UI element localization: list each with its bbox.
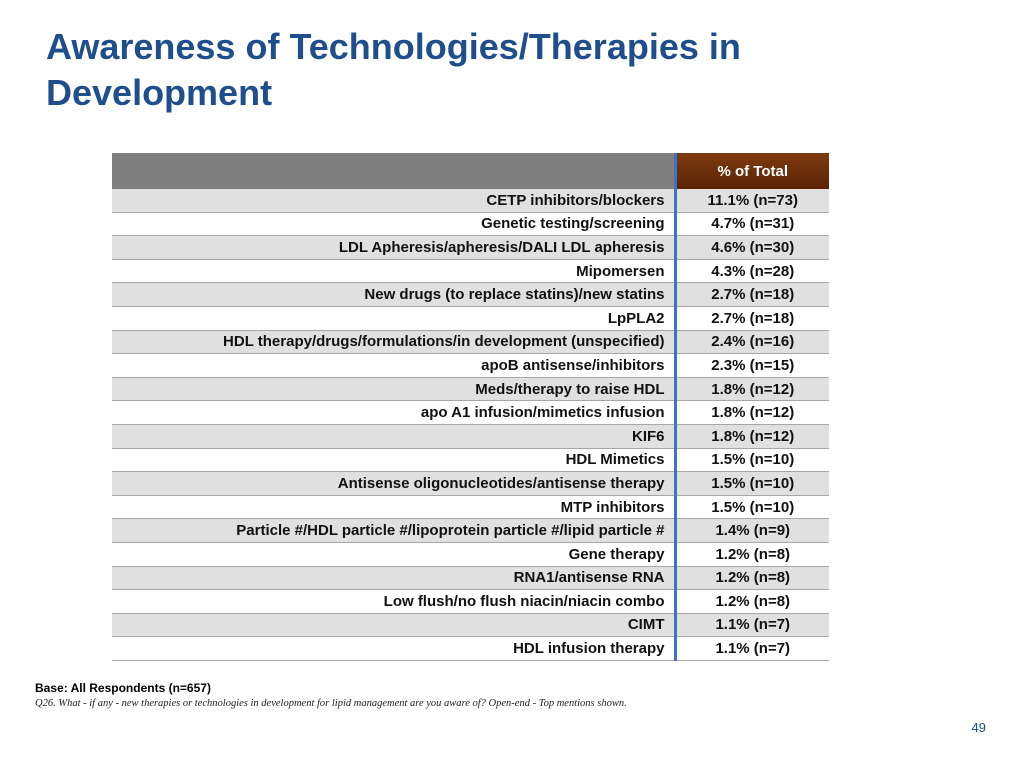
table-row: Mipomersen 4.3% (n=28): [112, 259, 829, 284]
row-value: 1.5% (n=10): [673, 448, 829, 473]
page-number: 49: [971, 720, 986, 735]
table-row: Genetic testing/screening 4.7% (n=31): [112, 212, 829, 237]
table-row: Antisense oligonucleotides/antisense the…: [112, 471, 829, 496]
header-label-cell: [112, 153, 675, 189]
row-value: 2.3% (n=15): [673, 353, 829, 378]
row-value: 1.8% (n=12): [673, 400, 829, 425]
row-value: 4.6% (n=30): [673, 235, 829, 260]
row-label: apo A1 infusion/mimetics infusion: [112, 400, 675, 425]
results-table: % of Total CETP inhibitors/blockers 11.1%…: [112, 153, 829, 661]
row-value: 1.5% (n=10): [673, 471, 829, 496]
table-row: Low flush/no flush niacin/niacin combo 1.…: [112, 589, 829, 614]
row-label: Particle #/HDL particle #/lipoprotein pa…: [112, 518, 675, 543]
table-row: apo A1 infusion/mimetics infusion 1.8% (n…: [112, 400, 829, 425]
row-value: 1.1% (n=7): [673, 613, 829, 638]
row-value: 1.2% (n=8): [673, 589, 829, 614]
row-value: 1.2% (n=8): [673, 542, 829, 567]
row-label: LpPLA2: [112, 306, 675, 331]
row-value: 2.7% (n=18): [673, 306, 829, 331]
row-label: KIF6: [112, 424, 675, 449]
row-label: Gene therapy: [112, 542, 675, 567]
row-value: 1.8% (n=12): [673, 377, 829, 402]
row-value: 2.4% (n=16): [673, 330, 829, 355]
table-row: HDL therapy/drugs/formulations/in develo…: [112, 330, 829, 355]
table-row: HDL Mimetics 1.5% (n=10): [112, 448, 829, 473]
row-value: 1.4% (n=9): [673, 518, 829, 543]
table-row: MTP inhibitors 1.5% (n=10): [112, 495, 829, 520]
row-label: MTP inhibitors: [112, 495, 675, 520]
row-value: 11.1% (n=73): [673, 189, 829, 213]
row-value: 1.2% (n=8): [673, 566, 829, 591]
row-label: apoB antisense/inhibitors: [112, 353, 675, 378]
row-label: HDL Mimetics: [112, 448, 675, 473]
table-header-row: % of Total: [112, 153, 829, 189]
row-value: 1.5% (n=10): [673, 495, 829, 520]
table-row: apoB antisense/inhibitors 2.3% (n=15): [112, 353, 829, 378]
row-label: Antisense oligonucleotides/antisense the…: [112, 471, 675, 496]
table-row: HDL infusion therapy 1.1% (n=7): [112, 636, 829, 661]
table-row: Particle #/HDL particle #/lipoprotein pa…: [112, 518, 829, 543]
row-label: LDL Apheresis/apheresis/DALI LDL apheres…: [112, 235, 675, 260]
table-row: CIMT 1.1% (n=7): [112, 613, 829, 638]
row-label: RNA1/antisense RNA: [112, 566, 675, 591]
table-row: LDL Apheresis/apheresis/DALI LDL apheres…: [112, 235, 829, 260]
table-row: Gene therapy 1.2% (n=8): [112, 542, 829, 567]
row-value: 4.7% (n=31): [673, 212, 829, 237]
row-label: CETP inhibitors/blockers: [112, 189, 675, 213]
row-label: Mipomersen: [112, 259, 675, 284]
table-row: KIF6 1.8% (n=12): [112, 424, 829, 449]
row-value: 1.1% (n=7): [673, 636, 829, 661]
row-value: 1.8% (n=12): [673, 424, 829, 449]
table-row: Meds/therapy to raise HDL 1.8% (n=12): [112, 377, 829, 402]
row-label: HDL therapy/drugs/formulations/in develo…: [112, 330, 675, 355]
base-note: Base: All Respondents (n=657): [35, 681, 211, 695]
table-row: New drugs (to replace statins)/new stati…: [112, 282, 829, 307]
row-label: CIMT: [112, 613, 675, 638]
question-note: Q26. What - if any - new therapies or te…: [35, 698, 627, 709]
row-label: HDL infusion therapy: [112, 636, 675, 661]
row-label: Genetic testing/screening: [112, 212, 675, 237]
table-row: RNA1/antisense RNA 1.2% (n=8): [112, 566, 829, 591]
row-label: New drugs (to replace statins)/new stati…: [112, 282, 675, 307]
row-value: 2.7% (n=18): [673, 282, 829, 307]
row-label: Meds/therapy to raise HDL: [112, 377, 675, 402]
table-row: CETP inhibitors/blockers 11.1% (n=73): [112, 189, 829, 213]
row-label: Low flush/no flush niacin/niacin combo: [112, 589, 675, 614]
row-value: 4.3% (n=28): [673, 259, 829, 284]
table-row: LpPLA2 2.7% (n=18): [112, 306, 829, 331]
header-percent-of-total: % of Total: [673, 153, 829, 189]
page-title: Awareness of Technologies/Therapies in D…: [46, 26, 741, 113]
